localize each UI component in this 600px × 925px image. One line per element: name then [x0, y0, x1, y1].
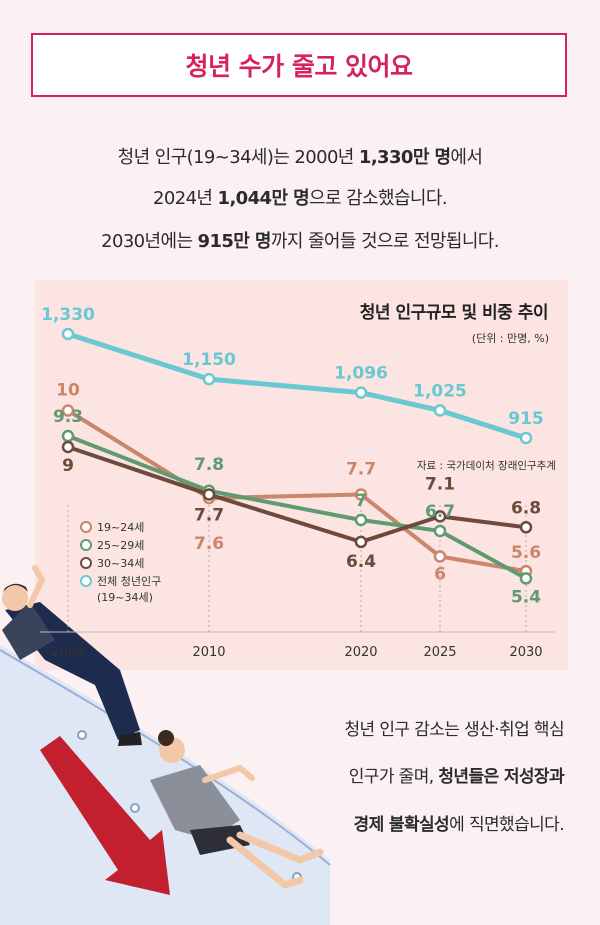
- data-label: 7.7: [194, 505, 224, 525]
- falling-people-illustration: [0, 565, 331, 925]
- data-label: 6: [434, 565, 446, 585]
- legend-item-25-29: 25~29세: [80, 537, 161, 555]
- chart-unit: (단위 : 만명, %): [471, 332, 549, 345]
- page-title: 청년 수가 줄고 있어요: [185, 52, 413, 81]
- total-data-label: 915: [508, 409, 544, 429]
- x-tick-label: 2010: [192, 645, 225, 660]
- data-point: [61, 404, 75, 417]
- down-arrow-icon: [40, 736, 170, 895]
- legend-item-30-34: 30~34세: [80, 555, 161, 573]
- x-tick-label: 2020: [344, 645, 377, 660]
- data-label: 7.1: [425, 474, 455, 494]
- data-label: 5.6: [511, 543, 541, 563]
- data-label: 5.4: [511, 587, 541, 607]
- slope-dot-icon: [77, 730, 87, 740]
- woman-figure-icon: [150, 730, 324, 889]
- legend-marker-icon: [80, 521, 92, 533]
- data-point: [354, 535, 368, 549]
- x-tick-label: 2000: [51, 645, 84, 660]
- total-data-point: [202, 372, 216, 386]
- data-label: 7: [355, 491, 367, 511]
- chart-source: 자료 : 국가데이처 장래인구추계: [416, 460, 556, 472]
- data-label: 6.8: [511, 498, 541, 518]
- x-tick-label: 2025: [423, 645, 456, 660]
- chart-panel: 청년 인구규모 및 비중 추이 (단위 : 만명, %) 자료 : 국가데이처 …: [35, 280, 568, 670]
- data-point: [61, 440, 75, 454]
- total-data-point: [433, 404, 447, 417]
- data-label: 6.4: [346, 552, 376, 572]
- data-label: 9: [62, 456, 74, 476]
- bottom-line-2: 인구가 줄며, 청년들은 저성장과: [348, 767, 565, 787]
- data-label: 10: [56, 381, 80, 401]
- data-point: [354, 513, 368, 527]
- data-label: 9.3: [53, 407, 83, 427]
- total-data-label: 1,330: [41, 305, 95, 325]
- data-label: 7.7: [346, 459, 376, 479]
- data-point: [61, 429, 75, 443]
- slope-dot-icon: [130, 803, 140, 813]
- legend-item-19-24: 19~24세: [80, 519, 161, 537]
- bottom-line-1: 청년 인구 감소는 생산·취업 핵심: [344, 720, 564, 740]
- chart-title: 청년 인구규모 및 비중 추이: [359, 303, 549, 323]
- data-point: [354, 488, 368, 501]
- data-point: [433, 510, 447, 523]
- total-data-point: [354, 386, 368, 399]
- legend-item-total: 전체 청년인구 (19~34세): [80, 573, 161, 607]
- bottom-line-3: 경제 불확실성에 직면했습니다.: [353, 815, 565, 835]
- data-point: [519, 572, 533, 585]
- data-point: [202, 488, 216, 501]
- data-point: [519, 521, 533, 534]
- data-label: 7.8: [194, 455, 224, 475]
- legend-marker-icon: [80, 575, 92, 587]
- total-data-point: [519, 431, 533, 445]
- intro-line-3: 2030년에는 915만 명까지 줄어들 것으로 전망됩니다.: [101, 231, 499, 252]
- total-data-label: 1,025: [413, 381, 467, 401]
- intro-line-1: 청년 인구(19~34세)는 2000년 1,330만 명에서: [117, 147, 483, 168]
- total-data-label: 1,096: [334, 364, 388, 384]
- legend-marker-icon: [80, 539, 92, 551]
- intro-line-2: 2024년 1,044만 명으로 감소했습니다.: [153, 188, 448, 209]
- title-box: 청년 수가 줄고 있어요: [31, 33, 567, 97]
- legend-marker-icon: [80, 557, 92, 569]
- man-figure-icon: [2, 565, 142, 746]
- chart-legend: 19~24세 25~29세 30~34세 전체 청년인구 (19~34세): [80, 519, 161, 607]
- total-data-point: [61, 327, 75, 341]
- x-tick-label: 2030: [509, 645, 542, 660]
- data-point: [433, 524, 447, 538]
- data-label: 6.7: [425, 502, 455, 522]
- data-point: [433, 550, 447, 563]
- data-label: 7.6: [194, 534, 224, 554]
- total-data-label: 1,150: [182, 350, 236, 370]
